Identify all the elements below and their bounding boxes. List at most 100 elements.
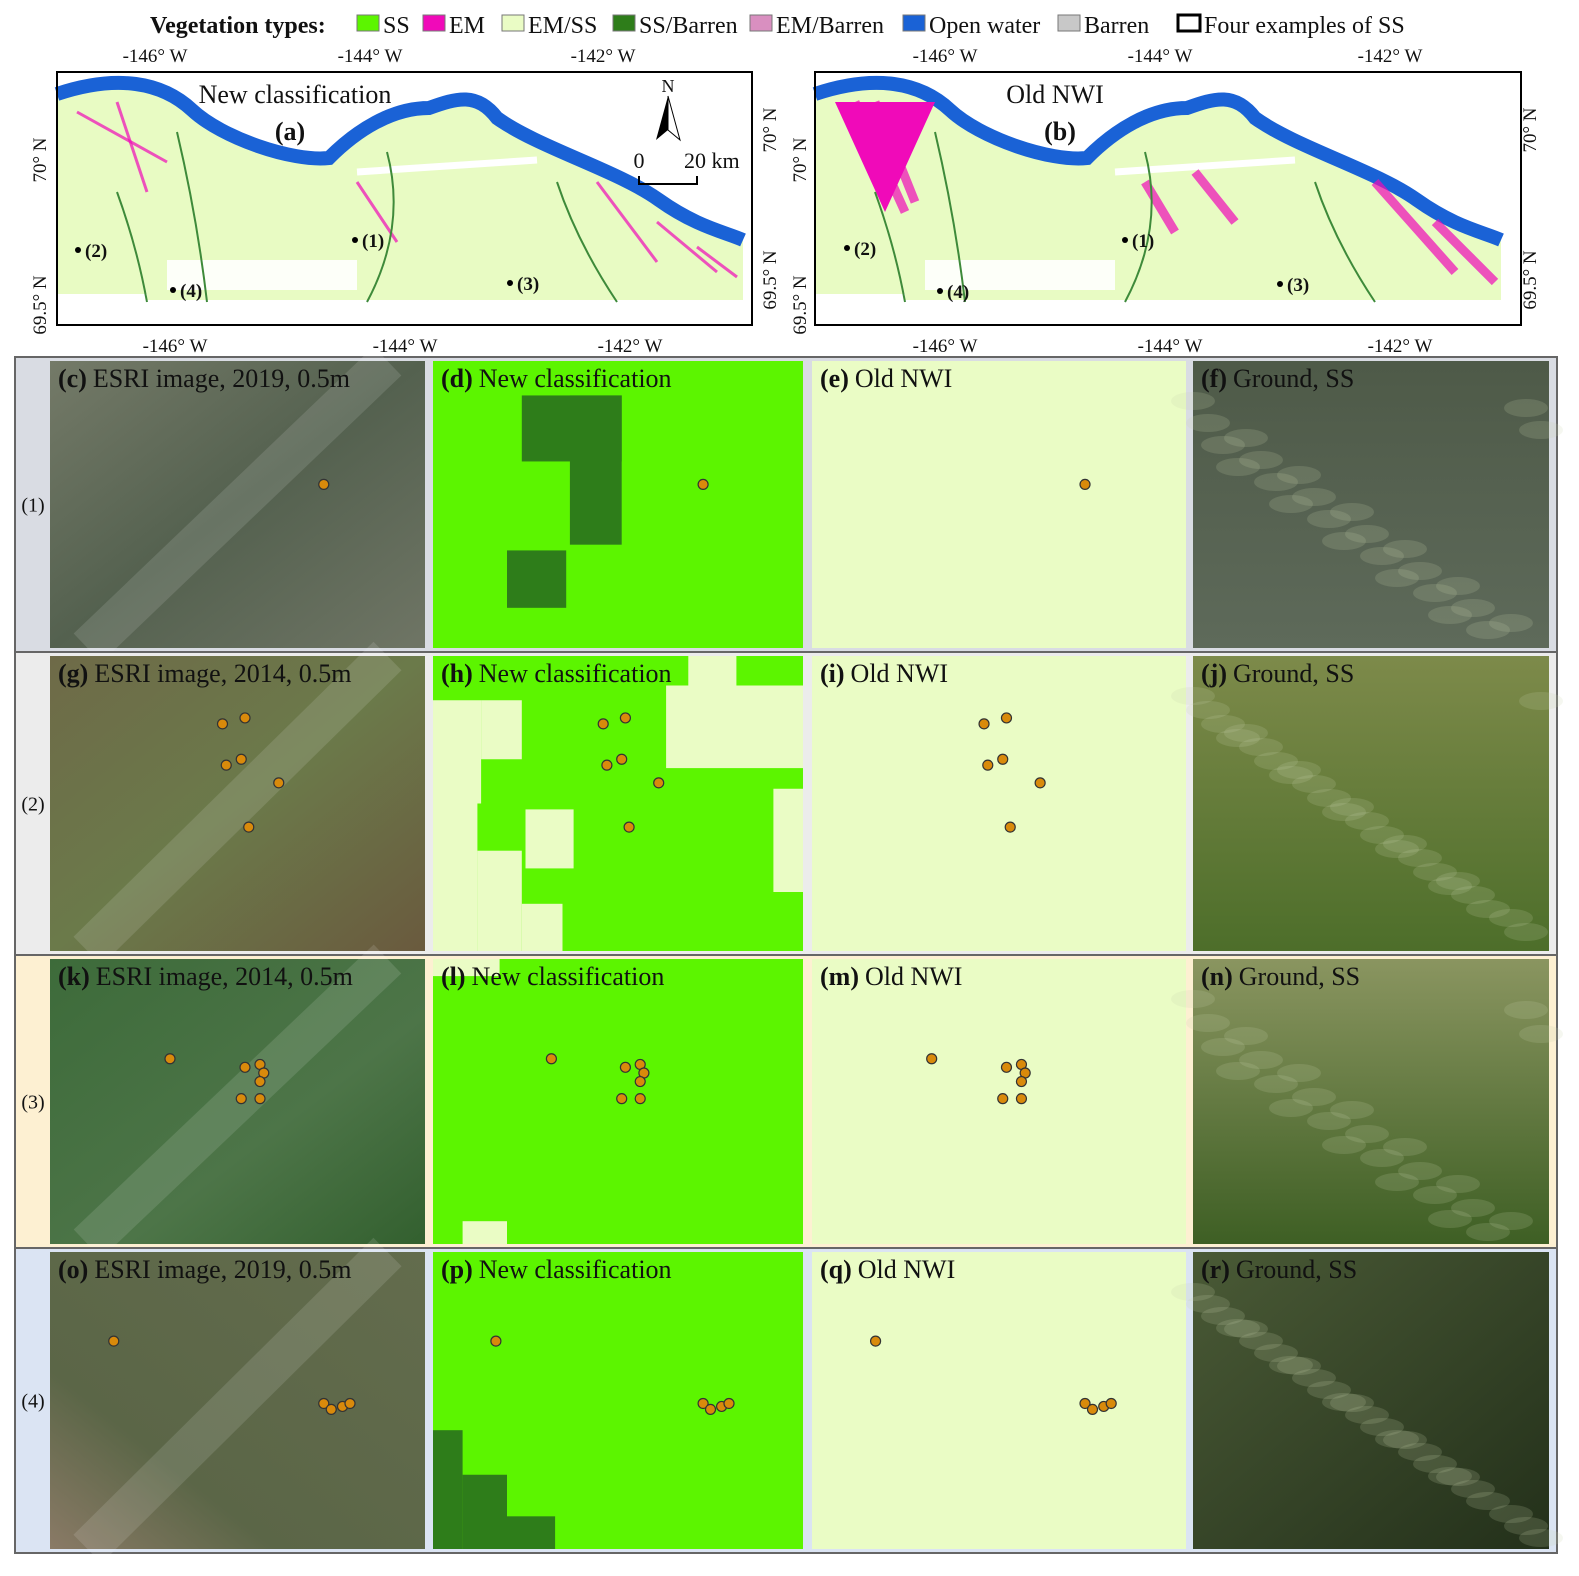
- no-data: [167, 260, 357, 290]
- panel-letter: (r): [1201, 1255, 1230, 1284]
- panel-letter: (e): [820, 364, 849, 393]
- legend-label: Open water: [929, 13, 1040, 39]
- ice-band: [356, 156, 538, 176]
- class-patch: [477, 850, 522, 951]
- sample-point: [616, 1093, 628, 1105]
- lon-label: -146° W: [913, 46, 978, 67]
- sample-point: [634, 1093, 646, 1105]
- foliage: [1254, 1075, 1298, 1093]
- panel-letter: (p): [441, 1255, 473, 1284]
- sample-point: [1079, 478, 1091, 491]
- foliage: [1224, 724, 1268, 742]
- class-patch: [569, 395, 622, 545]
- foliage: [1519, 1025, 1563, 1043]
- site-label: (4): [947, 282, 969, 303]
- foliage: [1186, 1014, 1230, 1032]
- sample-point: [616, 753, 628, 765]
- lat-label: 69.5° N: [790, 275, 811, 335]
- panel-letter: (j): [1201, 659, 1227, 688]
- foliage: [1451, 886, 1495, 904]
- foliage: [1307, 1112, 1351, 1130]
- panel-text: Old NWI: [855, 364, 952, 393]
- panel-letter: (g): [58, 659, 88, 688]
- sample-point: [1034, 777, 1046, 789]
- foliage: [1428, 606, 1472, 624]
- sample-point: [108, 1335, 120, 1347]
- river: [176, 131, 208, 303]
- foliage: [1322, 532, 1366, 550]
- scale-bar: [638, 176, 698, 185]
- foliage: [1171, 392, 1215, 410]
- legend-swatch: [1057, 14, 1081, 32]
- class-patch: [666, 685, 803, 769]
- sample-point: [1079, 1397, 1091, 1410]
- legend-label: EM/SS: [528, 13, 597, 39]
- foliage: [1216, 1319, 1260, 1337]
- legend-swatch: [501, 14, 525, 32]
- panel-text: New classification: [472, 962, 665, 991]
- sample-point: [243, 821, 255, 833]
- foliage: [1345, 1406, 1389, 1424]
- lon-label: -146° W: [123, 46, 188, 67]
- foliage: [1322, 1136, 1366, 1154]
- lon-label: -142° W: [1368, 336, 1433, 357]
- ground-photo: [1193, 1252, 1549, 1549]
- legend-label: EM/Barren: [776, 13, 884, 39]
- panel-caption: (l) New classification: [441, 962, 664, 991]
- sample-point: [601, 759, 613, 771]
- sample-point: [545, 1053, 558, 1065]
- class-patch: [433, 700, 482, 804]
- class-patch: [525, 809, 574, 869]
- foliage: [1201, 1307, 1245, 1325]
- foliage: [1307, 1381, 1351, 1399]
- satellite-image: [50, 656, 425, 951]
- foliage: [1428, 1210, 1472, 1228]
- river: [1124, 151, 1153, 303]
- no-data: [815, 294, 905, 306]
- panel-text: New classification: [479, 659, 672, 688]
- foliage: [1504, 399, 1548, 417]
- foliage: [1466, 621, 1510, 639]
- satellite-image: [50, 1252, 425, 1549]
- foliage: [1269, 766, 1313, 784]
- foliage: [1277, 1064, 1321, 1082]
- sample-point: [697, 478, 709, 491]
- site-label: (2): [85, 241, 107, 262]
- sample-point: [978, 718, 990, 730]
- foliage: [1277, 761, 1321, 779]
- foliage: [1436, 1175, 1480, 1193]
- panel-letter: (f): [1201, 364, 1227, 393]
- panel-text: Old NWI: [858, 1255, 955, 1284]
- site-dot: [507, 280, 513, 286]
- lon-label: -144° W: [1128, 46, 1193, 67]
- foliage: [1489, 1212, 1533, 1230]
- panel-caption: (j) Ground, SS: [1201, 659, 1354, 688]
- em-streak: [1191, 169, 1239, 225]
- lat-label: 70° N: [1520, 107, 1541, 152]
- image-texture: [73, 1237, 402, 1564]
- lat-label: 69.5° N: [30, 275, 51, 335]
- foliage: [1489, 909, 1533, 927]
- sample-point: [997, 753, 1009, 765]
- sample-point: [997, 1093, 1009, 1105]
- scale-start: 0: [634, 148, 645, 173]
- panel-text: Ground, SS: [1236, 1255, 1357, 1284]
- foliage: [1269, 495, 1313, 513]
- foliage: [1239, 1332, 1283, 1350]
- class-patch: [507, 550, 567, 608]
- lon-label: -142° W: [571, 46, 636, 67]
- legend-swatch: [749, 14, 773, 32]
- foliage: [1254, 1344, 1298, 1362]
- foliage: [1239, 451, 1283, 469]
- foliage: [1277, 1357, 1321, 1375]
- site-label: (3): [1287, 275, 1309, 296]
- foliage: [1345, 812, 1389, 830]
- class-patch: [507, 1516, 556, 1549]
- foliage: [1239, 738, 1283, 756]
- foliage: [1428, 877, 1472, 895]
- site-label: (1): [1132, 231, 1154, 252]
- foliage: [1398, 1443, 1442, 1461]
- em-streak: [656, 220, 718, 274]
- panel-letter: (d): [441, 364, 473, 393]
